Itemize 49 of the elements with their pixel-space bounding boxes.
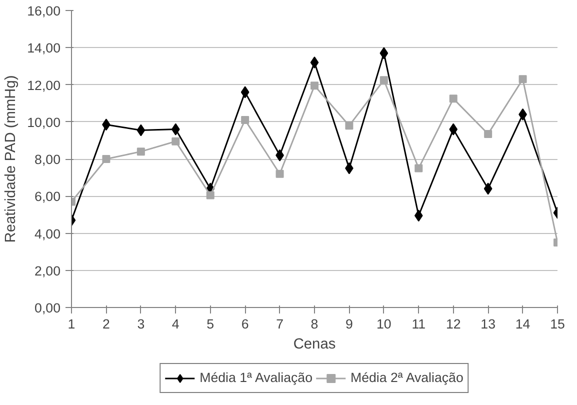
point bbox=[206, 191, 214, 200]
x-axis-title: Cenas bbox=[293, 336, 336, 352]
x-tick-label: 1 bbox=[68, 316, 76, 332]
point bbox=[136, 124, 146, 136]
x-tick-label: 9 bbox=[346, 316, 353, 332]
x-tick-label: 5 bbox=[206, 316, 214, 332]
point bbox=[484, 182, 492, 195]
point bbox=[171, 123, 180, 136]
y-tick-label: 16,00 bbox=[27, 4, 61, 18]
point bbox=[414, 210, 423, 222]
point bbox=[449, 94, 458, 103]
x-tick-label: 10 bbox=[376, 316, 392, 332]
point bbox=[276, 170, 284, 178]
x-tick-label: 13 bbox=[480, 316, 496, 332]
x-tick-label: 7 bbox=[276, 316, 284, 332]
legend-label: Média 2ª Avaliação bbox=[350, 370, 464, 385]
point bbox=[380, 47, 388, 60]
point bbox=[345, 122, 354, 130]
point bbox=[484, 130, 492, 138]
y-axis-title: Reatividade PAD (mmHg) bbox=[3, 75, 20, 243]
point bbox=[102, 155, 110, 163]
x-tick-label: 11 bbox=[412, 316, 426, 332]
point bbox=[414, 164, 423, 172]
y-tick-label: 2,00 bbox=[34, 263, 61, 278]
x-tick-label: 6 bbox=[241, 316, 249, 332]
point bbox=[518, 75, 527, 84]
point bbox=[380, 76, 388, 84]
point bbox=[310, 56, 319, 68]
x-tick-label: 8 bbox=[310, 316, 318, 332]
x-tick-label: 2 bbox=[102, 316, 110, 332]
y-tick-label: 8,00 bbox=[34, 152, 61, 167]
x-tick-label: 3 bbox=[137, 316, 145, 332]
y-tick-label: 10,00 bbox=[27, 114, 61, 130]
x-tick-label: 14 bbox=[515, 316, 531, 332]
point bbox=[136, 148, 145, 156]
y-tick-label: 6,00 bbox=[34, 189, 61, 204]
point bbox=[241, 116, 250, 124]
y-tick-label: 14,00 bbox=[27, 40, 61, 56]
x-tick-label: 4 bbox=[172, 316, 180, 332]
legend-label: Média 1ª Avaliação bbox=[200, 370, 312, 385]
x-tick-label: 15 bbox=[550, 316, 565, 332]
y-tick-label: 0,00 bbox=[34, 300, 61, 316]
point bbox=[172, 137, 180, 146]
point bbox=[310, 82, 318, 90]
x-tick-label: 12 bbox=[446, 316, 461, 332]
point bbox=[240, 86, 250, 98]
y-tick-label: 12,00 bbox=[27, 78, 61, 93]
y-tick-label: 4,00 bbox=[34, 226, 61, 242]
point bbox=[449, 123, 458, 136]
